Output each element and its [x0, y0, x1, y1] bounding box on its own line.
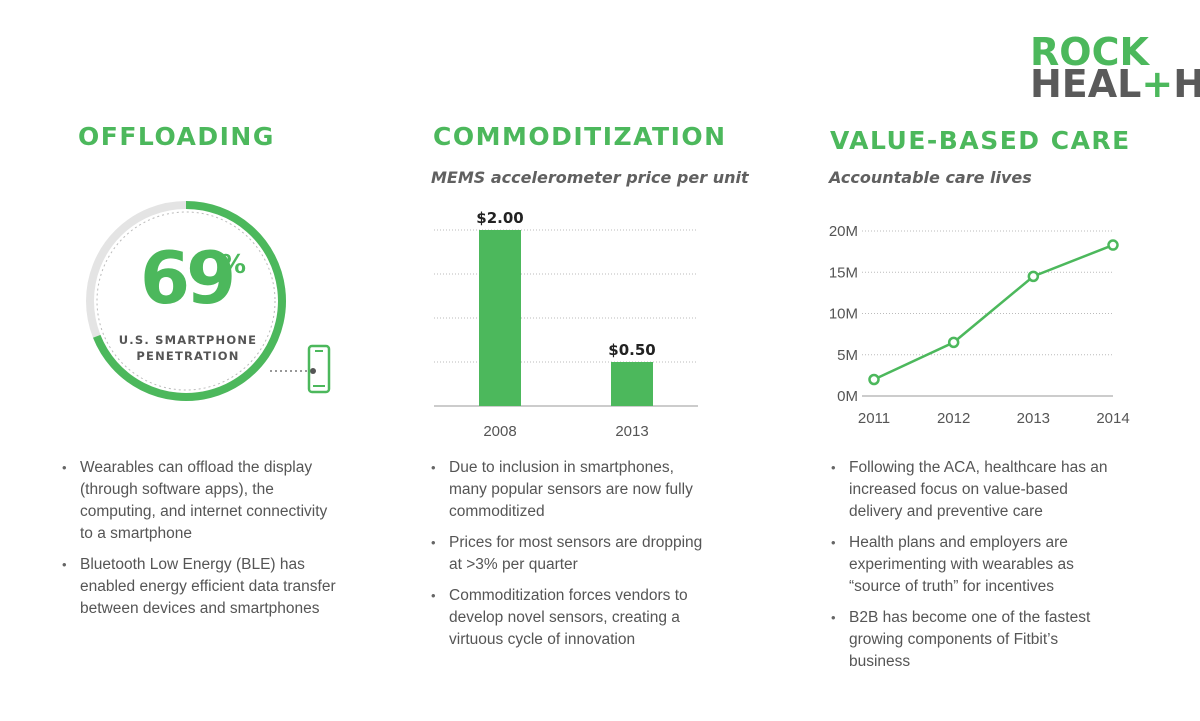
bar-data-label: $0.50: [608, 341, 655, 359]
bullet-text-line: virtuous cycle of innovation: [449, 631, 636, 648]
bullet-text-line: increased focus on value-based: [849, 481, 1068, 498]
line-y-tick-label: 10M: [829, 306, 858, 323]
bullet-dot: •: [431, 460, 436, 475]
logo-health-b: H: [1173, 62, 1200, 106]
bullet-text-line: Bluetooth Low Energy (BLE) has: [80, 556, 305, 573]
line-x-tick-label: 2011: [858, 410, 890, 427]
bullet-text-line: Following the ACA, healthcare has an: [849, 459, 1108, 476]
bullet-text-line: commoditized: [449, 503, 545, 520]
bullet-text-line: Commoditization forces vendors to: [449, 587, 688, 604]
rock-health-logo: ROCK HEAL+H: [1030, 30, 1200, 103]
bullet-item: • Following the ACA, healthcare has an inc…: [831, 457, 1171, 523]
value-based-care-title: VALUE-BASED CARE: [830, 126, 1131, 155]
penetration-value: 69: [140, 236, 236, 320]
bar: [611, 362, 653, 406]
bullet-dot: •: [62, 557, 67, 572]
commoditization-title: COMMODITIZATION: [433, 122, 727, 151]
bullet-dot: •: [831, 610, 836, 625]
bullet-item: • Due to inclusion in smartphones, many po…: [431, 457, 741, 523]
offloading-bullets: • Wearables can offload the display (throu…: [62, 457, 372, 629]
bullet-text-line: between devices and smartphones: [80, 600, 320, 617]
line-y-tick-label: 15M: [829, 264, 858, 281]
penetration-unit: %: [220, 250, 247, 280]
bullet-text-line: at >3% per quarter: [449, 556, 578, 573]
bullet-text-line: growing components of Fitbit’s: [849, 631, 1059, 648]
line-point: [947, 336, 960, 349]
line-series: [873, 243, 1114, 381]
bar-category-label: 2013: [615, 423, 648, 440]
bullet-text-line: Prices for most sensors are dropping: [449, 534, 703, 551]
bar-chart: $2.00 2008 $0.50 2013: [434, 209, 698, 440]
bullet-item: • Bluetooth Low Energy (BLE) has enabled e…: [62, 554, 372, 620]
commoditization-bullets: • Due to inclusion in smartphones, many po…: [431, 457, 741, 660]
logo-health-a: HEAL: [1030, 62, 1142, 106]
line-x-tick-label: 2012: [937, 410, 970, 427]
line-chart: 0M 5M 10M 15M 20M 2011 2012 2013 2014: [829, 223, 1130, 427]
penetration-label-line: U.S. SMARTPHONE: [118, 333, 258, 347]
bullet-text-line: many popular sensors are now fully: [449, 481, 693, 498]
bar: [479, 230, 521, 406]
bullet-text-line: Due to inclusion in smartphones,: [449, 459, 674, 476]
ring-inner-dotted: [96, 211, 276, 391]
offloading-title: OFFLOADING: [78, 122, 275, 151]
bar-data-label: $2.00: [476, 209, 523, 227]
bullet-dot: •: [831, 460, 836, 475]
bullet-text-line: delivery and preventive care: [849, 503, 1043, 520]
bar-chart-title: MEMS accelerometer price per unit: [431, 168, 749, 187]
bullet-dot: •: [431, 535, 436, 550]
bullet-item: • B2B has become one of the fastest growin…: [831, 607, 1171, 673]
bullet-dot: •: [831, 535, 836, 550]
bullet-text-line: “source of truth” for incentives: [849, 578, 1055, 595]
line-x-tick-label: 2013: [1017, 410, 1050, 427]
smartphone-icon: [307, 344, 331, 394]
line-point: [1107, 239, 1119, 251]
bullet-dot: •: [62, 460, 67, 475]
logo-health: HEAL+H: [1030, 65, 1200, 103]
bullet-dot: •: [431, 588, 436, 603]
bullet-item: • Wearables can offload the display (throu…: [62, 457, 372, 545]
bullet-text-line: Health plans and employers are: [849, 534, 1068, 551]
bullet-text-line: Wearables can offload the display: [80, 459, 313, 476]
line-y-tick-label: 5M: [837, 347, 858, 364]
line-x-tick-label: 2014: [1096, 410, 1129, 427]
line-point: [1027, 270, 1040, 283]
penetration-label-line: PENETRATION: [136, 349, 240, 363]
bullet-text-line: computing, and internet connectivity: [80, 503, 328, 520]
line-point: [868, 373, 880, 386]
bullet-text-line: develop novel sensors, creating a: [449, 609, 680, 626]
line-chart-title: Accountable care lives: [829, 168, 1032, 187]
line-y-tick-label: 0M: [837, 388, 858, 405]
ring-progress-arc: [93, 201, 286, 401]
bullet-text-line: to a smartphone: [80, 525, 193, 542]
bullet-text-line: (through software apps), the: [80, 481, 274, 498]
penetration-label: U.S. SMARTPHONE PENETRATION: [108, 332, 268, 364]
bullet-item: • Health plans and employers are experimen…: [831, 532, 1171, 598]
line-y-tick-label: 20M: [829, 223, 858, 240]
logo-rock: ROCK: [1030, 30, 1149, 74]
bullet-item: • Commoditization forces vendors to develo…: [431, 585, 741, 651]
logo-plus: +: [1141, 62, 1174, 106]
bar-category-label: 2008: [483, 423, 516, 440]
bullet-text-line: business: [849, 653, 911, 670]
bullet-text-line: enabled energy efficient data transfer: [80, 578, 336, 595]
bullet-text-line: experimenting with wearables as: [849, 556, 1074, 573]
bullet-text-line: B2B has become one of the fastest: [849, 609, 1091, 626]
bullet-item: • Prices for most sensors are dropping at …: [431, 532, 741, 576]
phone-connector-dot: [310, 368, 316, 374]
value-based-care-bullets: • Following the ACA, healthcare has an inc…: [831, 457, 1171, 682]
